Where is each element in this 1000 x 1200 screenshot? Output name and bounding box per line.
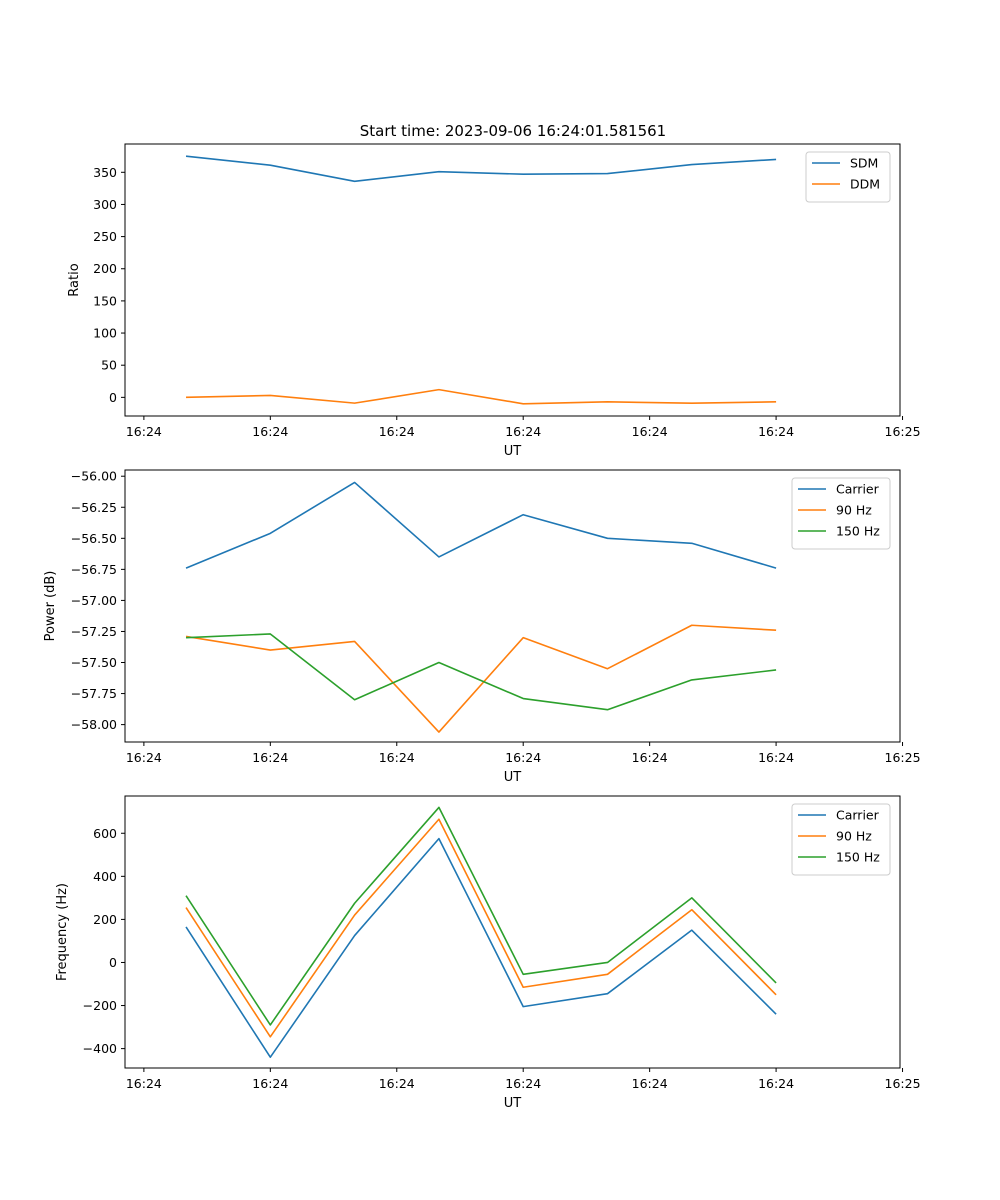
power-legend-label-carrier: Carrier [836, 482, 880, 497]
power-y-tick-label: −56.75 [71, 562, 117, 577]
frequency-subplot: 16:24 16:24 16:24 16:24 16:24 16:24 16:25 UT −40… [55, 795, 921, 1111]
frequency-legend: Carrier 90 Hz 150 Hz [791, 803, 891, 876]
ratio-y-tick-label: 100 [93, 326, 117, 341]
power-x-tick-label: 16:24 [126, 750, 162, 765]
frequency-x-tick-label: 16:24 [505, 1076, 541, 1091]
power-series-90-hz-line [185, 624, 777, 733]
power-legend-label-90-hz: 90 Hz [836, 503, 872, 518]
ratio-legend-label-ddm: DDM [850, 177, 880, 192]
frequency-series-90-hz-line [185, 818, 777, 1038]
frequency-x-tick-label: 16:24 [126, 1076, 162, 1091]
ratio-x-tick-label: 16:25 [885, 424, 921, 439]
frequency-y-tick-label: 200 [93, 912, 117, 927]
ratio-x-tick-label: 16:24 [632, 424, 668, 439]
power-x-tick-label: 16:24 [379, 750, 415, 765]
ratio-y-tick-label: 300 [93, 197, 117, 212]
ratio-y-tick-label: 250 [93, 229, 117, 244]
power-x-axis-label: UT [504, 770, 522, 785]
power-x-tick-label: 16:24 [758, 750, 794, 765]
ratio-axes-frame [124, 143, 901, 417]
power-y-tick-label: −57.75 [71, 686, 117, 701]
frequency-series-150-hz-line [185, 806, 777, 1026]
ratio-legend-label-sdm: SDM [850, 156, 878, 171]
frequency-legend-label-90-hz: 90 Hz [836, 829, 872, 844]
ratio-x-tick-label: 16:24 [758, 424, 794, 439]
ratio-legend: SDM DDM [805, 151, 891, 203]
ratio-series-ddm-line [186, 388, 777, 405]
ratio-y-tick-label: 350 [93, 165, 117, 180]
ratio-x-axis-label: UT [504, 444, 522, 459]
frequency-y-tick-label: 600 [93, 826, 117, 841]
frequency-y-tick-label: −400 [83, 1041, 117, 1056]
frequency-y-tick-label: 400 [93, 869, 117, 884]
ratio-legend-box [805, 151, 891, 203]
frequency-x-tick-label: 16:24 [379, 1076, 415, 1091]
ratio-x-tick-label: 16:24 [505, 424, 541, 439]
power-subplot: 16:24 16:24 16:24 16:24 16:24 16:24 16:25 UT −56… [43, 469, 921, 785]
power-series-150-hz-line [185, 633, 777, 711]
frequency-x-tick-label: 16:24 [252, 1076, 288, 1091]
power-x-tick-label: 16:24 [632, 750, 668, 765]
power-y-tick-label: −58.00 [71, 717, 117, 732]
power-y-tick-label: −56.00 [71, 469, 117, 484]
frequency-x-tick-label: 16:24 [758, 1076, 794, 1091]
ratio-x-tick-label: 16:24 [252, 424, 288, 439]
ratio-x-tick-label: 16:24 [379, 424, 415, 439]
power-y-tick-label: −57.50 [71, 655, 117, 670]
ratio-y-tick-label: 50 [101, 358, 117, 373]
power-series-carrier-line [185, 481, 777, 569]
power-y-tick-label: −56.50 [71, 531, 117, 546]
frequency-y-tick-label: −200 [83, 998, 117, 1013]
frequency-legend-label-150-hz: 150 Hz [836, 850, 880, 865]
frequency-x-tick-label: 16:24 [632, 1076, 668, 1091]
power-y-tick-label: −57.00 [71, 593, 117, 608]
frequency-y-tick-label: 0 [109, 955, 117, 970]
power-y-axis-label: Power (dB) [43, 571, 58, 642]
power-legend-label-150-hz: 150 Hz [836, 524, 880, 539]
power-x-tick-label: 16:24 [252, 750, 288, 765]
frequency-legend-label-carrier: Carrier [836, 808, 880, 823]
power-legend: Carrier 90 Hz 150 Hz [791, 477, 891, 550]
power-x-tick-label: 16:25 [885, 750, 921, 765]
frequency-x-tick-label: 16:25 [885, 1076, 921, 1091]
power-axes-frame [124, 469, 901, 743]
power-y-tick-label: −57.25 [71, 624, 117, 639]
ratio-series-sdm-line [185, 155, 777, 183]
ratio-y-axis-label: Ratio [67, 263, 82, 296]
figure-title: Start time: 2023-09-06 16:24:01.581561 [360, 122, 666, 140]
frequency-y-axis-label: Frequency (Hz) [55, 883, 70, 981]
frequency-axes-frame [124, 795, 901, 1069]
ratio-x-tick-label: 16:24 [126, 424, 162, 439]
power-y-tick-label: −56.25 [71, 500, 117, 515]
ratio-y-tick-label: 0 [109, 390, 117, 405]
ratio-y-tick-label: 150 [93, 293, 117, 308]
power-x-tick-label: 16:24 [505, 750, 541, 765]
ratio-subplot: 16:24 16:24 16:24 16:24 16:24 16:24 16:25 UT 0 50… [67, 143, 921, 459]
frequency-series-carrier-line [185, 837, 777, 1059]
ratio-y-tick-label: 200 [93, 261, 117, 276]
frequency-x-axis-label: UT [504, 1096, 522, 1111]
